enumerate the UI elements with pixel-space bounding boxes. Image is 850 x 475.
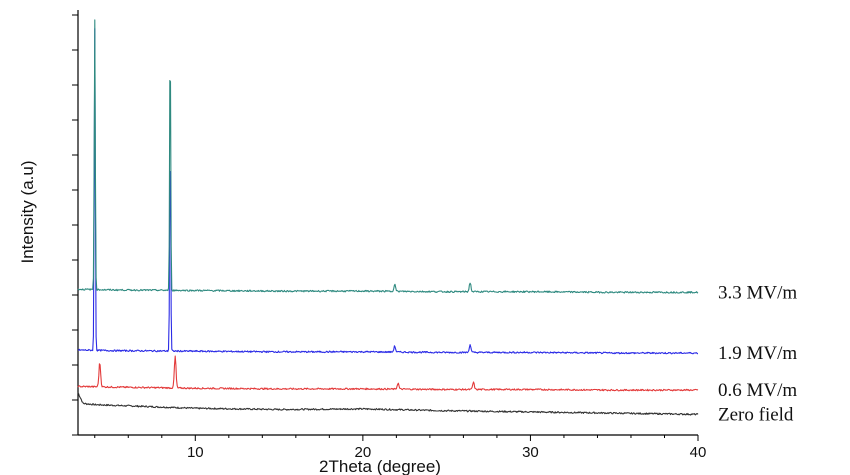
series-label-1: 0.6 MV/m [718, 380, 797, 401]
series-label-2: 1.9 MV/m [718, 343, 797, 364]
series-line-3 [77, 19, 699, 294]
series-label-0: Zero field [718, 404, 794, 425]
axes: 10 20 30 40 [72, 10, 706, 461]
series-label-3: 3.3 MV/m [718, 282, 797, 303]
x-tick-label: 20 [355, 444, 372, 461]
series-line-1 [77, 355, 699, 392]
x-tick-label: 40 [690, 444, 707, 461]
x-tick-label: 10 [187, 444, 204, 461]
x-tick-label: 30 [522, 444, 539, 461]
series-line-0 [77, 392, 699, 416]
series-line-2 [77, 28, 699, 355]
x-axis-label: 2Theta (degree) [319, 457, 441, 475]
y-axis-label: Intensity (a.u) [18, 161, 37, 264]
series-labels: Zero field 0.6 MV/m 1.9 MV/m 3.3 MV/m [718, 282, 797, 425]
series-traces [77, 19, 699, 416]
